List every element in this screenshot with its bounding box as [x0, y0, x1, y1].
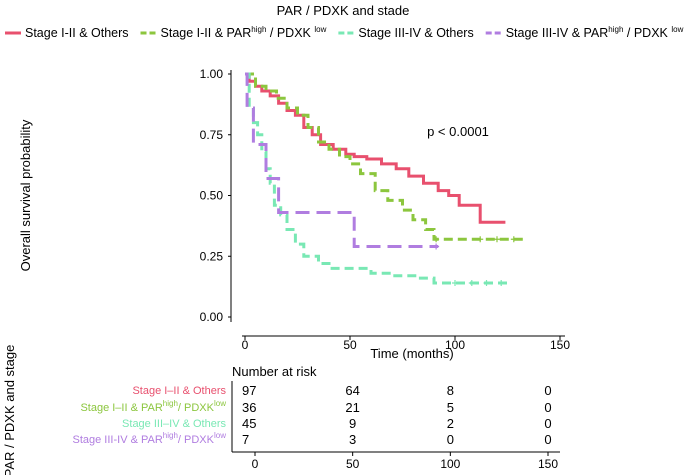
label-part: Stage I–II & Others	[132, 385, 226, 397]
y-tick-label: 1.00	[200, 67, 224, 81]
x-tick-label: 50	[343, 338, 357, 352]
risk-count: 45	[242, 416, 256, 431]
censor-mark	[468, 279, 475, 286]
x-tick-label: 0	[242, 338, 249, 352]
plot-area: 0.00 0.25 0.50 0.75 1.00 0 50 100 150	[200, 67, 571, 352]
legend-label-0: Stage I-II & Others	[25, 26, 129, 40]
label-part: Stage I-II & Others	[25, 26, 129, 40]
y-tick-label: 0.00	[200, 310, 224, 324]
censor-mark	[483, 279, 490, 286]
risk-count: 9	[349, 416, 356, 431]
label-part: Stage I-II & PAR	[161, 26, 252, 40]
label-part: / PDXK	[623, 26, 671, 40]
superscript: high	[163, 399, 178, 408]
superscript: low	[671, 25, 683, 34]
censor-mark	[494, 236, 500, 243]
risk-count: 5	[447, 400, 454, 415]
superscript: high	[251, 25, 266, 34]
risk-row-label-2: Stage III–IV & Others	[122, 418, 226, 430]
legend-label-2: Stage III-IV & Others	[358, 26, 473, 40]
risk-x-tick-label: 0	[252, 457, 259, 471]
risk-count: 8	[447, 383, 454, 398]
risk-x-tick-label: 150	[538, 457, 558, 471]
label-part: Stage I–II & PAR	[80, 402, 162, 414]
risk-x-tick-label: 50	[346, 457, 360, 471]
legend: Stage I-II & Others Stage I-II & PARhigh …	[5, 25, 684, 40]
y-tick-label: 0.50	[200, 189, 224, 203]
risk-count: 64	[345, 383, 359, 398]
risk-count: 0	[544, 416, 551, 431]
censor-mark	[433, 243, 440, 250]
censor-mark	[452, 279, 458, 286]
p-value-annotation: p < 0.0001	[427, 124, 489, 139]
y-tick-label: 0.75	[200, 128, 224, 142]
risk-count: 7	[242, 432, 249, 447]
superscript: low	[214, 431, 226, 440]
risk-count: 3	[349, 432, 356, 447]
risk-count: 2	[447, 416, 454, 431]
survival-curve-1	[245, 72, 527, 241]
superscript: low	[314, 25, 326, 34]
label-part: Stage III-IV & PAR	[506, 26, 609, 40]
risk-count: 0	[544, 400, 551, 415]
label-part: / PDXK	[178, 434, 215, 446]
y-tick-label: 0.25	[200, 249, 224, 263]
survival-curve-3	[245, 72, 439, 248]
chart-title: PAR / PDXK and stade	[277, 3, 410, 18]
risk-row-label-3: Stage III-IV & PARhigh/ PDXKlow	[73, 431, 227, 446]
x-tick-label: 150	[550, 338, 570, 352]
risk-table-title: Number at risk	[232, 364, 317, 379]
x-tick-label: 100	[445, 338, 465, 352]
legend-label-3: Stage III-IV & PARhigh / PDXK low	[506, 25, 684, 40]
survival-curve-2	[245, 72, 508, 285]
label-part: / PDXK	[266, 26, 314, 40]
superscript: high	[163, 431, 178, 440]
censor-mark	[433, 236, 440, 243]
censor-mark	[498, 279, 505, 286]
label-part: / PDXK	[178, 402, 215, 414]
risk-count: 0	[544, 432, 551, 447]
risk-row-label-0: Stage I–II & Others	[132, 385, 226, 397]
superscript: high	[608, 25, 623, 34]
censor-mark	[477, 236, 484, 243]
risk-count: 0	[447, 432, 454, 447]
risk-table-side-label: PAR / PDXK and stage	[2, 345, 17, 475]
survival-curve-0	[245, 72, 506, 224]
risk-count: 21	[345, 400, 359, 415]
risk-row-label-1: Stage I–II & PARhigh/ PDXKlow	[80, 399, 226, 414]
y-axis-label: Overall survival probability	[18, 119, 33, 271]
censor-mark	[510, 236, 517, 243]
label-part: Stage III-IV & Others	[358, 26, 473, 40]
risk-count: 36	[242, 400, 256, 415]
x-axis-label: Time (months)	[370, 346, 453, 361]
superscript: low	[214, 399, 226, 408]
risk-count: 97	[242, 383, 256, 398]
legend-label-1: Stage I-II & PARhigh / PDXK low	[161, 25, 327, 40]
risk-x-tick-label: 100	[440, 457, 460, 471]
label-part: Stage III–IV & Others	[122, 418, 226, 430]
label-part: Stage III-IV & PAR	[73, 434, 163, 446]
risk-count: 0	[544, 383, 551, 398]
